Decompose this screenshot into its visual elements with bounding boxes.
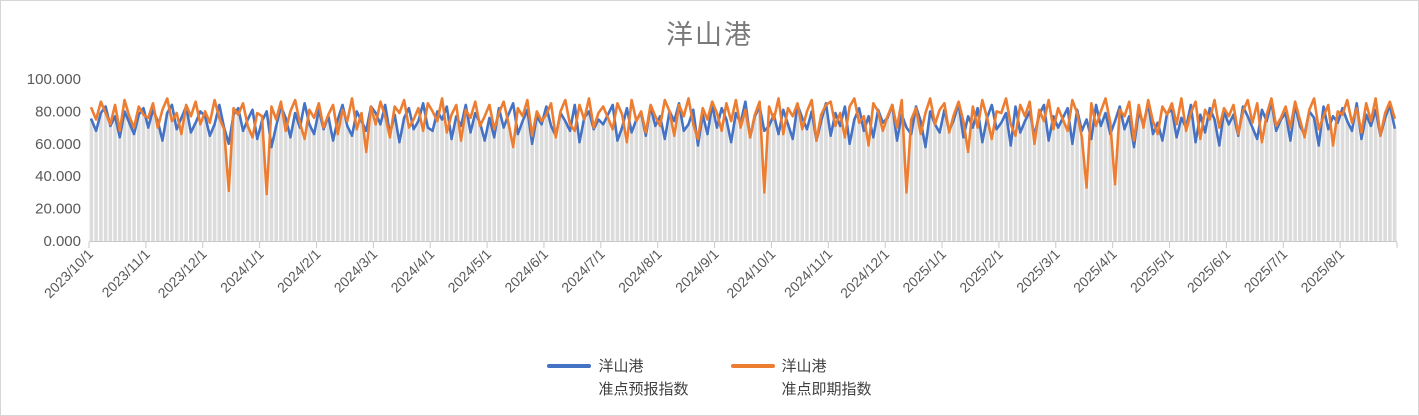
svg-text:60.000: 60.000: [35, 136, 81, 153]
svg-text:2025/6/1: 2025/6/1: [1184, 246, 1234, 296]
legend-label-spot: 洋山港 准点即期指数: [781, 358, 872, 398]
svg-text:2023/12/1: 2023/12/1: [154, 246, 210, 302]
legend-item-forecast: 洋山港 准点预报指数: [547, 356, 689, 401]
svg-text:80.000: 80.000: [35, 103, 81, 120]
svg-text:2024/7/1: 2024/7/1: [558, 246, 608, 296]
svg-text:2023/11/1: 2023/11/1: [98, 246, 153, 301]
svg-text:2024/4/1: 2024/4/1: [387, 246, 437, 296]
svg-text:2024/10/1: 2024/10/1: [723, 246, 779, 302]
svg-text:2025/1/1: 2025/1/1: [899, 246, 949, 296]
legend-swatch-forecast-icon: [547, 364, 592, 368]
x-axis-ticks: [88, 242, 1398, 248]
svg-text:2025/7/1: 2025/7/1: [1241, 246, 1291, 296]
legend-item-spot: 洋山港 准点即期指数: [730, 356, 872, 401]
x-axis-labels: 2023/10/1 2023/11/1 2023/12/1 2024/1/1 2024/…: [41, 246, 1348, 302]
svg-text:0.000: 0.000: [43, 233, 81, 250]
svg-text:2024/5/1: 2024/5/1: [444, 246, 494, 296]
svg-text:2025/3/1: 2025/3/1: [1013, 246, 1063, 296]
svg-text:2024/1/1: 2024/1/1: [217, 246, 267, 296]
svg-text:2024/3/1: 2024/3/1: [331, 246, 381, 296]
svg-text:2025/2/1: 2025/2/1: [956, 246, 1006, 296]
chart-title: 洋山港: [666, 20, 753, 50]
svg-text:20.000: 20.000: [35, 201, 81, 218]
svg-text:40.000: 40.000: [35, 168, 81, 185]
svg-text:2023/10/1: 2023/10/1: [41, 246, 97, 302]
svg-text:2024/2/1: 2024/2/1: [274, 246, 324, 296]
svg-text:2024/8/1: 2024/8/1: [615, 246, 665, 296]
svg-text:2025/5/1: 2025/5/1: [1127, 246, 1177, 296]
svg-text:2024/12/1: 2024/12/1: [837, 246, 893, 302]
legend-swatch-spot-icon: [730, 364, 775, 368]
chart-legend: 洋山港 准点预报指数 洋山港 准点即期指数: [1, 356, 1418, 401]
series-line-spot: [90, 97, 1396, 196]
svg-text:2024/9/1: 2024/9/1: [672, 246, 722, 296]
legend-label-forecast: 洋山港 准点预报指数: [598, 358, 689, 398]
y-axis-labels: 0.000 20.000 40.000 60.000 80.000 100.000: [27, 71, 81, 250]
svg-text:2024/11/1: 2024/11/1: [781, 246, 836, 301]
drop-line-bars: [89, 101, 1397, 242]
svg-text:2025/8/1: 2025/8/1: [1297, 246, 1347, 296]
svg-text:2025/4/1: 2025/4/1: [1070, 246, 1120, 296]
svg-text:2024/6/1: 2024/6/1: [501, 246, 551, 296]
svg-text:100.000: 100.000: [27, 71, 81, 88]
